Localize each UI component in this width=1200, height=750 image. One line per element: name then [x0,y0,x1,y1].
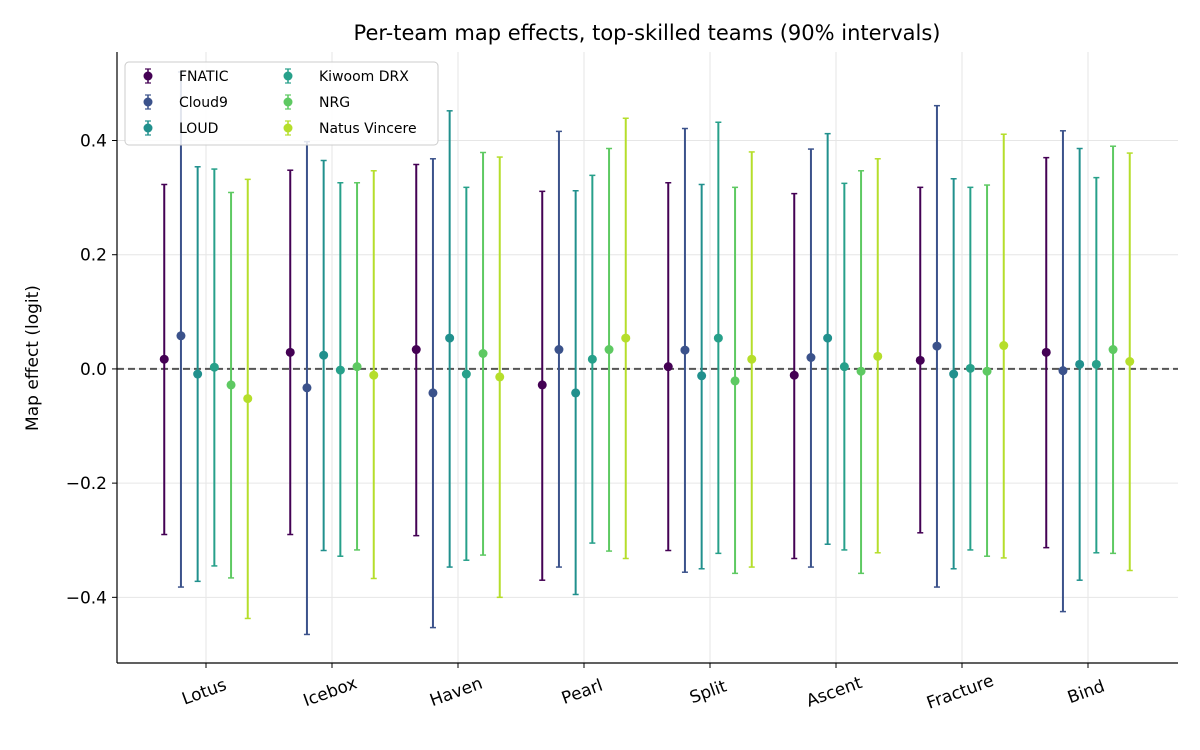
data-point [932,341,942,351]
data-point [369,370,379,380]
legend: FNATIC Cloud9 LOUD Kiwoom DRX NRG Natus Vince… [124,61,439,146]
data-point [680,345,690,355]
series-loud [193,110,1085,596]
x-tick-label: Split [687,676,730,708]
series-kiwoom-drx [209,121,1101,567]
y-tick-label: −0.4 [66,588,107,608]
legend-marker [283,123,293,133]
data-point [461,369,471,379]
data-point [285,347,295,357]
data-point [495,372,505,382]
y-tick-label: 0.0 [80,360,107,380]
legend-item: Kiwoom DRX [283,68,409,85]
data-point [159,354,169,364]
legend-item: Cloud9 [143,94,228,111]
data-point [663,362,673,372]
data-point [478,349,488,359]
legend-marker [283,97,293,107]
series-cloud9 [176,71,1068,636]
data-point [965,363,975,373]
data-point [806,353,816,362]
data-point [999,341,1009,351]
x-tick-label: Bind [1065,676,1108,708]
x-tick-label: Fracture [924,671,996,714]
data-point [243,394,253,404]
data-point [856,366,866,376]
data-point [571,388,581,398]
data-point [445,333,455,343]
series-fnatic [159,156,1051,581]
data-point [411,345,421,355]
data-point [193,369,203,379]
legend-item: LOUD [143,120,218,137]
x-tick-label: Haven [427,674,485,711]
data-point [1125,356,1135,366]
data-point [873,351,883,361]
data-point [730,376,740,386]
legend-label: Kiwoom DRX [319,69,409,85]
y-tick-label: 0.4 [80,132,107,152]
legend-box [124,61,439,146]
data-point [226,380,236,390]
y-tick-label: 0.2 [80,246,107,266]
data-point [554,345,564,355]
data-point [713,333,723,343]
y-axis-title: Map effect (logit) [23,285,43,431]
data-point [335,365,345,375]
data-point [789,370,799,380]
data-point [823,333,833,343]
data-point [587,354,597,364]
data-point [1058,366,1068,376]
legend-label: NRG [319,95,350,111]
data-point [949,369,959,379]
legend-item: Natus Vincere [283,120,417,137]
data-point [697,371,707,381]
data-point [537,380,547,390]
legend-label: Cloud9 [179,95,228,111]
y-tick-label: −0.2 [66,474,107,494]
data-marks [159,71,1135,636]
series-natus-vincere [243,117,1135,620]
data-point [982,366,992,376]
data-point [302,383,312,393]
data-point [176,331,186,341]
chart-title: Per-team map effects, top-skilled teams … [354,21,941,45]
legend-marker [143,71,153,81]
series-nrg [226,145,1118,579]
x-tick-label: Ascent [804,673,865,712]
legend-marker [143,123,153,133]
data-point [209,362,219,372]
x-tick-label: Pearl [559,676,606,709]
legend-marker [143,97,153,107]
data-point [915,355,925,365]
data-point [1041,347,1051,357]
legend-marker [283,71,293,81]
legend-label: FNATIC [179,69,229,85]
data-point [747,354,757,364]
x-tick-label: Icebox [301,673,360,711]
x-tick-label: Lotus [179,675,229,710]
legend-label: Natus Vincere [319,121,417,137]
legend-label: LOUD [179,121,218,137]
data-point [621,333,631,343]
data-point [319,350,329,360]
data-point [604,345,614,355]
data-point [839,362,849,372]
legend-item: NRG [283,94,350,111]
data-point [1075,359,1085,369]
data-point [1091,359,1101,369]
data-point [1108,345,1118,355]
data-point [428,388,438,398]
data-point [352,362,362,372]
legend-item: FNATIC [143,68,229,85]
